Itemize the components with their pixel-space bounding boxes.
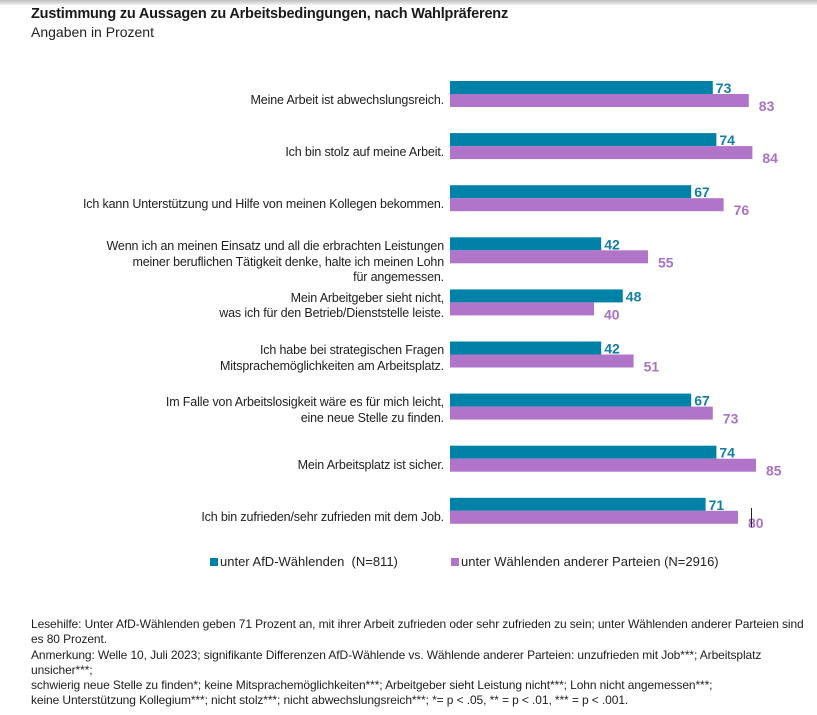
value-label-afd: 48: [626, 288, 642, 304]
value-label-other: 83: [759, 98, 775, 114]
reading-aid: Lesehilfe: Unter AfD-Wählenden geben 71 …: [31, 617, 804, 647]
value-label-other: 40: [604, 306, 620, 322]
value-label-afd: 73: [716, 80, 732, 96]
window-top-edge: [0, 0, 817, 5]
category-label-line: meiner beruflichen Tätigkeit denke, halt…: [132, 254, 444, 269]
category-label-line: Mein Arbeitsplatz ist sicher.: [297, 457, 445, 472]
value-label-other: 85: [766, 463, 782, 479]
value-label-other: 73: [723, 411, 739, 427]
value-label-afd: 74: [719, 445, 735, 461]
bar-afd: [450, 133, 717, 147]
footnotes: Lesehilfe: Unter AfD-Wählenden geben 71 …: [31, 617, 806, 709]
value-label-other: 76: [734, 202, 750, 218]
chart-subtitle: Angaben in Prozent: [31, 24, 154, 40]
category-label-line: für angemessen.: [353, 270, 444, 285]
category-label: Ich bin zufrieden/sehr zufrieden mit dem…: [201, 510, 444, 526]
category-label-line: Im Falle von Arbeitslosigkeit wäre es fü…: [165, 395, 444, 410]
bar-other: [450, 146, 753, 160]
bar-afd: [450, 341, 602, 355]
bar-afd: [450, 393, 692, 407]
category-label: Wenn ich an meinen Einsatz und all die e…: [106, 239, 444, 286]
category-label: Im Falle von Arbeitslosigkeit wäre es fü…: [166, 395, 444, 426]
chart-title: Zustimmung zu Aussagen zu Arbeitsbedingu…: [31, 6, 509, 22]
bar-afd: [450, 81, 713, 94]
category-label-line: Wenn ich an meinen Einsatz und all die e…: [106, 239, 444, 254]
category-label: Meine Arbeit ist abwechslungsreich.: [250, 93, 445, 109]
category-label-line: Mitsprachemöglichkeiten am Arbeitsplatz.: [220, 358, 444, 373]
legend-item-afd: unter AfD-Wählenden (N=811): [210, 554, 398, 569]
category-label-line: Ich bin stolz auf meine Arbeit.: [285, 145, 444, 160]
remark-line: keine Unterstützung Kollegium***; nicht …: [31, 693, 629, 708]
legend-item-other: unter Wählenden anderer Parteien (N=2916…: [451, 554, 719, 569]
bar-other: [450, 406, 713, 420]
text-cursor: [751, 508, 752, 527]
category-label: Ich kann Unterstützung und Hilfe von mei…: [83, 197, 444, 213]
bar-other: [450, 510, 738, 524]
legend-label-other: unter Wählenden anderer Parteien (N=2916…: [461, 554, 719, 569]
legend-swatch-afd: [210, 557, 218, 566]
category-label: Ich habe bei strategischen Fragen Mitspra…: [220, 343, 444, 374]
value-label-other: 51: [644, 359, 660, 375]
category-label-line: Mein Arbeitgeber sieht nicht,: [290, 290, 445, 305]
category-label-line: Ich bin zufrieden/sehr zufrieden mit dem…: [201, 510, 444, 525]
legend-swatch-other: [451, 557, 459, 566]
bar-afd: [450, 497, 706, 511]
category-label-line: Ich habe bei strategischen Fragen: [259, 343, 444, 357]
value-label-afd: 42: [604, 341, 620, 357]
category-label-line: was ich für den Betrieb/Dienststelle lei…: [219, 306, 444, 321]
category-label: Ich bin stolz auf meine Arbeit.: [285, 145, 444, 161]
remark-line: Anmerkung: Welle 10, Juli 2023; signifik…: [31, 647, 762, 677]
value-label-other: 55: [658, 254, 674, 270]
bar-other: [450, 250, 648, 264]
value-label-afd: 74: [719, 132, 735, 148]
category-label-line: Ich kann Unterstützung und Hilfe von mei…: [82, 197, 444, 212]
bar-afd: [450, 237, 602, 251]
category-label-line: eine neue Stelle zu finden.: [300, 410, 444, 425]
value-label-afd: 67: [694, 393, 710, 409]
category-label-line: Meine Arbeit ist abwechslungsreich.: [250, 93, 445, 108]
value-label-other: 84: [762, 150, 778, 166]
bar-afd: [450, 445, 717, 459]
category-label: Mein Arbeitsplatz ist sicher.: [297, 457, 445, 474]
bar-other: [450, 94, 749, 107]
bar-other: [450, 302, 594, 316]
value-label-afd: 42: [604, 236, 620, 252]
value-label-afd: 71: [709, 497, 725, 513]
bar-other: [450, 458, 756, 472]
bar-afd: [450, 185, 692, 199]
remark-line: schwierig neue Stelle zu finden*; keine …: [31, 678, 713, 693]
value-label-afd: 67: [694, 184, 710, 200]
bar-other: [450, 198, 724, 212]
category-label: Mein Arbeitgeber sieht nicht, was ich für…: [219, 291, 444, 322]
bar-other: [450, 354, 634, 368]
bar-afd: [450, 289, 623, 303]
legend-label-afd: unter AfD-Wählenden (N=811): [220, 554, 398, 569]
